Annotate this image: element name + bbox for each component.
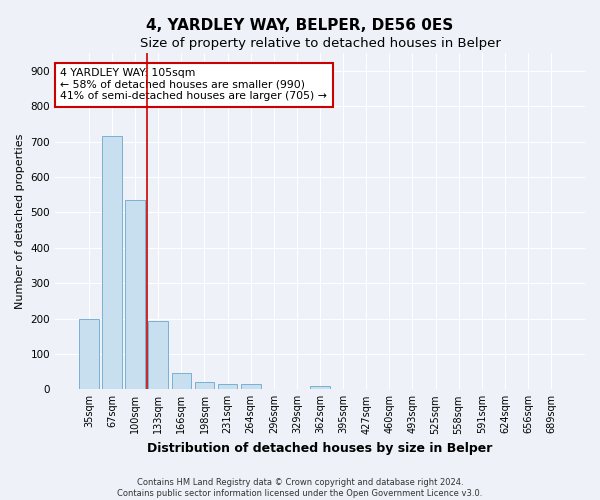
- Bar: [148, 321, 168, 390]
- Bar: [218, 384, 238, 390]
- Text: 4, YARDLEY WAY, BELPER, DE56 0ES: 4, YARDLEY WAY, BELPER, DE56 0ES: [146, 18, 454, 32]
- Text: Contains HM Land Registry data © Crown copyright and database right 2024.
Contai: Contains HM Land Registry data © Crown c…: [118, 478, 482, 498]
- Y-axis label: Number of detached properties: Number of detached properties: [15, 134, 25, 309]
- Bar: [125, 200, 145, 390]
- Title: Size of property relative to detached houses in Belper: Size of property relative to detached ho…: [140, 38, 500, 51]
- X-axis label: Distribution of detached houses by size in Belper: Distribution of detached houses by size …: [148, 442, 493, 455]
- Bar: [102, 136, 122, 390]
- Bar: [241, 384, 260, 390]
- Bar: [79, 318, 99, 390]
- Bar: [172, 374, 191, 390]
- Bar: [310, 386, 330, 390]
- Text: 4 YARDLEY WAY: 105sqm
← 58% of detached houses are smaller (990)
41% of semi-det: 4 YARDLEY WAY: 105sqm ← 58% of detached …: [61, 68, 327, 102]
- Bar: [194, 382, 214, 390]
